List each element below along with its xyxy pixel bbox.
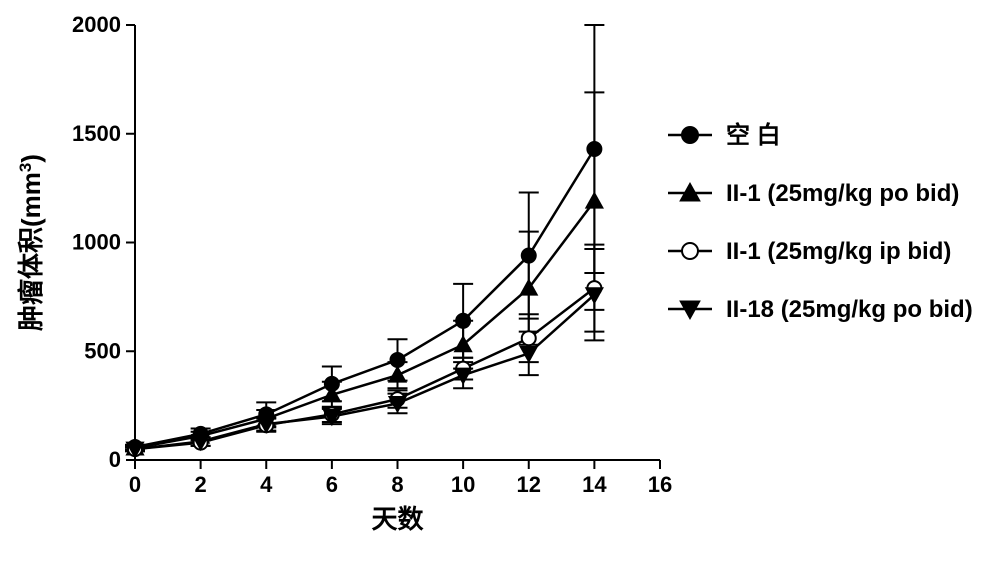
marker-II-1-ip <box>522 331 536 345</box>
y-tick-label: 0 <box>109 447 121 472</box>
x-tick-label: 14 <box>582 472 607 497</box>
x-tick-label: 12 <box>517 472 541 497</box>
x-tick-label: 16 <box>648 472 672 497</box>
marker-blank <box>456 314 470 328</box>
legend-item-II-1-ip: II-1 (25mg/kg ip bid) <box>668 238 951 265</box>
y-tick-label: 1000 <box>72 230 121 255</box>
x-tick-label: 4 <box>260 472 273 497</box>
legend-item-II-18-po: II-18 (25mg/kg po bid) <box>668 296 973 323</box>
legend-label: II-1 (25mg/kg po bid) <box>726 180 959 207</box>
legend-label: 空 白 <box>726 121 781 149</box>
marker-II-1-po <box>586 192 604 208</box>
marker-II-18-po <box>454 368 472 384</box>
y-tick-label: 1500 <box>72 121 121 146</box>
x-tick-label: 8 <box>391 472 403 497</box>
legend-item-blank: 空 白 <box>668 121 781 149</box>
legend-label: II-18 (25mg/kg po bid) <box>726 296 973 323</box>
series-line-blank <box>135 149 594 447</box>
chart-svg: 0 2 4 6 8 10 12 14 16 0 500 1000 1500 2000 天数 肿瘤体积(mm3)… <box>0 0 1000 561</box>
x-tick-label: 6 <box>326 472 338 497</box>
y-axis-title: 肿瘤体积(mm3) <box>16 154 47 331</box>
y-tick-label: 2000 <box>72 12 121 37</box>
x-axis-title: 天数 <box>371 504 424 534</box>
legend-item-II-1-po: II-1 (25mg/kg po bid) <box>668 180 959 207</box>
marker-blank <box>522 249 536 263</box>
series-line-II-1-ip <box>135 288 594 449</box>
y-tick-label: 500 <box>84 338 121 363</box>
legend-label: II-1 (25mg/kg ip bid) <box>726 238 951 265</box>
marker-blank <box>587 142 601 156</box>
x-tick-label: 10 <box>451 472 475 497</box>
x-tick-label: 2 <box>195 472 207 497</box>
x-tick-label: 0 <box>129 472 141 497</box>
marker-II-1-po <box>389 366 407 382</box>
marker-blank <box>391 353 405 367</box>
chart-container: 0 2 4 6 8 10 12 14 16 0 500 1000 1500 2000 天数 肿瘤体积(mm3)… <box>0 0 1000 561</box>
